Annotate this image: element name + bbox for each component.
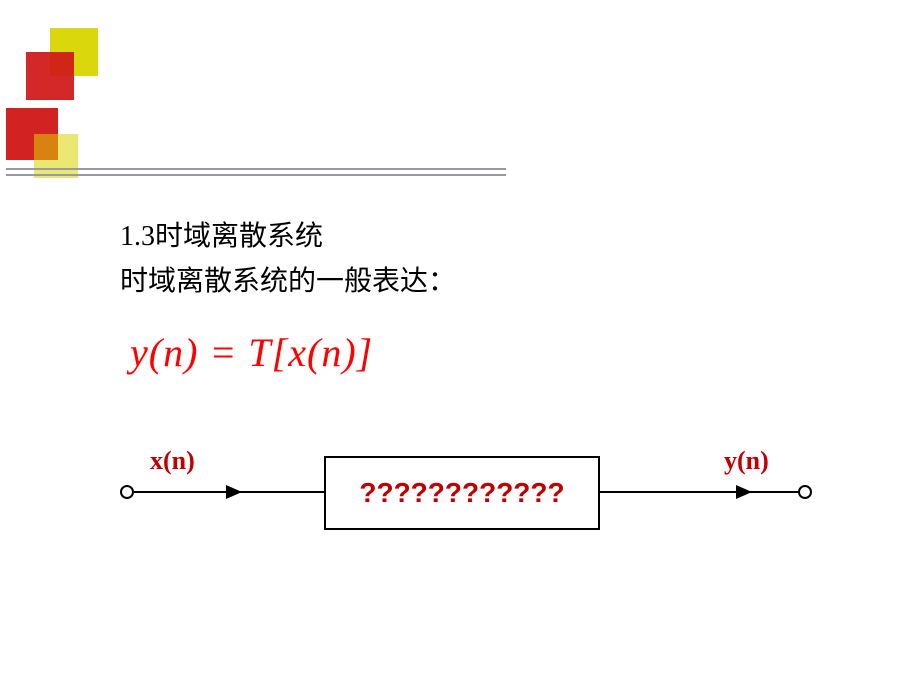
system-box: ???????????? xyxy=(324,456,600,530)
output-label: y(n) xyxy=(724,446,769,476)
system-equation: y(n) = T[x(n)] xyxy=(130,329,820,376)
output-wire xyxy=(600,491,798,493)
equation-text: y(n) = T[x(n)] xyxy=(130,330,373,375)
section-subheading: 时域离散系统的一般表达： xyxy=(120,260,820,305)
logo-block xyxy=(34,134,78,178)
input-label: x(n) xyxy=(150,446,195,476)
header-underline xyxy=(6,174,506,176)
system-box-label: ???????????? xyxy=(359,477,564,509)
section-heading: 1.3时域离散系统 xyxy=(120,215,820,260)
input-node xyxy=(120,485,134,499)
content-region: 1.3时域离散系统 时域离散系统的一般表达： y(n) = T[x(n)] x(… xyxy=(120,215,820,546)
logo-region xyxy=(0,0,160,180)
output-node xyxy=(798,485,812,499)
header-underline xyxy=(6,168,506,170)
block-diagram: x(n) y(n) ???????????? xyxy=(110,426,830,546)
input-arrow-icon xyxy=(226,485,242,499)
logo-block xyxy=(26,52,74,100)
output-arrow-icon xyxy=(736,485,752,499)
